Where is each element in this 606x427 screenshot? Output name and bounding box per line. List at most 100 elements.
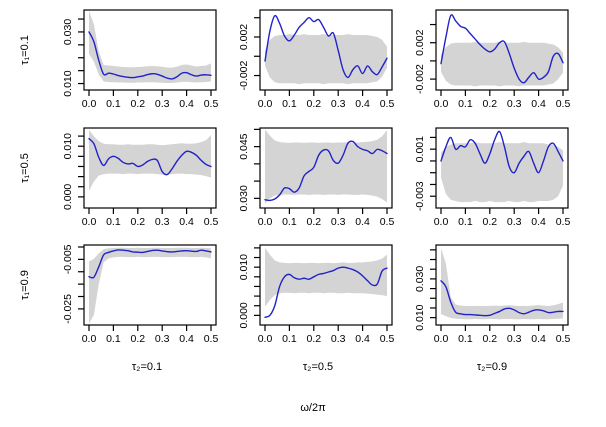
y-tick-label: 0.000	[62, 184, 74, 210]
x-tick-label: 0.2	[130, 333, 145, 345]
x-tick-label: 0.0	[434, 333, 449, 345]
y-tick-label: 0.030	[62, 19, 74, 45]
row-label-tau1-0.5: τ₁=0.5	[19, 153, 31, 183]
col-label-tau2-0.5: τ₂=0.5	[302, 361, 334, 373]
x-tick-label: 0.3	[155, 98, 170, 110]
x-tick-label: 0.1	[282, 98, 297, 110]
y-tick-label: -0.002	[238, 61, 250, 91]
panel-r1c1: 0.0 0.1 0.2 0.3 0.4 0.5 0.030 0.045	[238, 127, 395, 228]
x-tick-label: 0.4	[179, 98, 194, 110]
x-axis: 0.0 0.1 0.2 0.3 0.4 0.5	[434, 325, 570, 345]
x-tick-label: 0.1	[106, 216, 121, 228]
confidence-band	[265, 247, 387, 307]
x-axis: 0.0 0.1 0.2 0.3 0.4 0.5	[434, 208, 571, 228]
x-tick-label: 0.4	[355, 216, 370, 228]
y-axis: 0.000 0.010	[238, 247, 260, 329]
x-axis: 0.0 0.1 0.2 0.3 0.4 0.5	[82, 90, 219, 110]
col-label-tau2-0.1: τ₂=0.1	[131, 361, 163, 373]
y-tick-label: -0.002	[414, 64, 426, 94]
x-tick-label: 0.5	[380, 98, 395, 110]
x-tick-label: 0.4	[531, 333, 546, 345]
x-tick-label: 0.1	[458, 98, 473, 110]
y-tick-label: 0.010	[414, 304, 426, 330]
plot-box	[435, 9, 569, 91]
x-tick-label: 0.0	[82, 98, 97, 110]
estimate-line	[440, 14, 564, 84]
plot-box	[259, 127, 393, 209]
plot-box	[435, 127, 569, 209]
x-tick-label: 0.5	[204, 216, 219, 228]
estimate-line	[440, 280, 564, 317]
panel-r0c1: 0.0 0.1 0.2 0.3 0.4 0.5 -0.002 0.002	[238, 9, 395, 110]
estimate-line	[264, 266, 388, 318]
x-axis: 0.0 0.1 0.2 0.3 0.4 0.5	[258, 325, 394, 345]
plot-box	[83, 9, 217, 91]
panel-r1c2: 0.0 0.1 0.2 0.3 0.4 0.5 -0.003 0.001	[414, 127, 571, 228]
y-axis: 0.000 0.010	[62, 133, 84, 210]
row-label-tau1-0.1: τ₁=0.1	[19, 35, 31, 65]
x-tick-label: 0.5	[204, 333, 219, 345]
x-tick-label: 0.1	[458, 216, 473, 228]
x-axis: 0.0 0.1 0.2 0.3 0.4 0.5	[82, 208, 219, 228]
y-tick-label: 0.010	[62, 70, 74, 96]
x-tick-label: 0.5	[380, 216, 395, 228]
x-axis: 0.0 0.1 0.2 0.3 0.4 0.5	[82, 325, 219, 345]
panel-r0c0: 0.0 0.1 0.2 0.3 0.4 0.5 0.010 0.030	[62, 9, 219, 110]
confidence-band	[441, 142, 563, 203]
plot-box	[83, 244, 217, 326]
y-tick-label: 0.045	[238, 133, 250, 159]
x-tick-label: 0.3	[155, 333, 170, 345]
row-label-tau1-0.9: τ₁=0.9	[19, 270, 31, 300]
y-axis: -0.025 -0.005	[62, 244, 84, 324]
confidence-band	[441, 248, 563, 320]
x-tick-label: 0.0	[82, 216, 97, 228]
x-tick-label: 0.2	[482, 216, 497, 228]
x-tick-label: 0.3	[331, 333, 346, 345]
y-tick-label: -0.025	[62, 294, 74, 324]
plot-box	[259, 244, 393, 326]
plot-box	[83, 127, 217, 209]
panel-r2c1: 0.0 0.1 0.2 0.3 0.4 0.5 0.000 0.010	[238, 244, 394, 345]
x-tick-label: 0.1	[282, 333, 297, 345]
x-tick-label: 0.4	[179, 216, 194, 228]
y-tick-label: 0.002	[414, 29, 426, 55]
x-tick-label: 0.1	[106, 333, 121, 345]
plot-box	[259, 9, 393, 91]
x-tick-label: 0.2	[306, 333, 321, 345]
y-tick-label: -0.005	[62, 244, 74, 274]
x-tick-label: 0.3	[155, 216, 170, 228]
x-tick-label: 0.5	[556, 216, 571, 228]
y-axis: 0.030 0.045	[238, 128, 260, 211]
x-axis-title: ω/2π	[300, 402, 326, 414]
x-tick-label: 0.3	[507, 333, 522, 345]
x-tick-label: 0.0	[258, 216, 273, 228]
x-tick-label: 0.5	[204, 98, 219, 110]
panel-r2c0: 0.0 0.1 0.2 0.3 0.4 0.5 -0.025 -0.005	[62, 244, 219, 345]
estimate-line	[264, 14, 388, 79]
y-tick-label: 0.010	[238, 254, 250, 280]
x-axis: 0.0 0.1 0.2 0.3 0.4 0.5	[258, 208, 395, 228]
x-tick-label: 0.0	[82, 333, 97, 345]
x-tick-label: 0.0	[434, 216, 449, 228]
x-tick-label: 0.1	[282, 216, 297, 228]
x-axis: 0.0 0.1 0.2 0.3 0.4 0.5	[258, 90, 395, 110]
x-tick-label: 0.1	[458, 333, 473, 345]
y-axis: -0.002 0.002	[238, 17, 260, 91]
panel-r2c2: 0.0 0.1 0.2 0.3 0.4 0.5 0.010 0.030	[414, 244, 570, 345]
estimate-line	[88, 249, 212, 279]
confidence-band	[89, 247, 211, 324]
panel-r1c0: 0.0 0.1 0.2 0.3 0.4 0.5 0.000 0.010	[62, 127, 219, 228]
x-tick-label: 0.2	[482, 98, 497, 110]
x-tick-label: 0.4	[355, 333, 370, 345]
y-tick-label: 0.030	[414, 266, 426, 292]
x-tick-label: 0.3	[331, 216, 346, 228]
x-tick-label: 0.0	[258, 333, 273, 345]
x-tick-label: 0.2	[306, 216, 321, 228]
y-tick-label: 0.030	[238, 185, 250, 211]
x-tick-label: 0.4	[355, 98, 370, 110]
x-tick-label: 0.3	[507, 216, 522, 228]
y-tick-label: 0.010	[62, 133, 74, 159]
y-axis: 0.010 0.030	[414, 249, 436, 331]
